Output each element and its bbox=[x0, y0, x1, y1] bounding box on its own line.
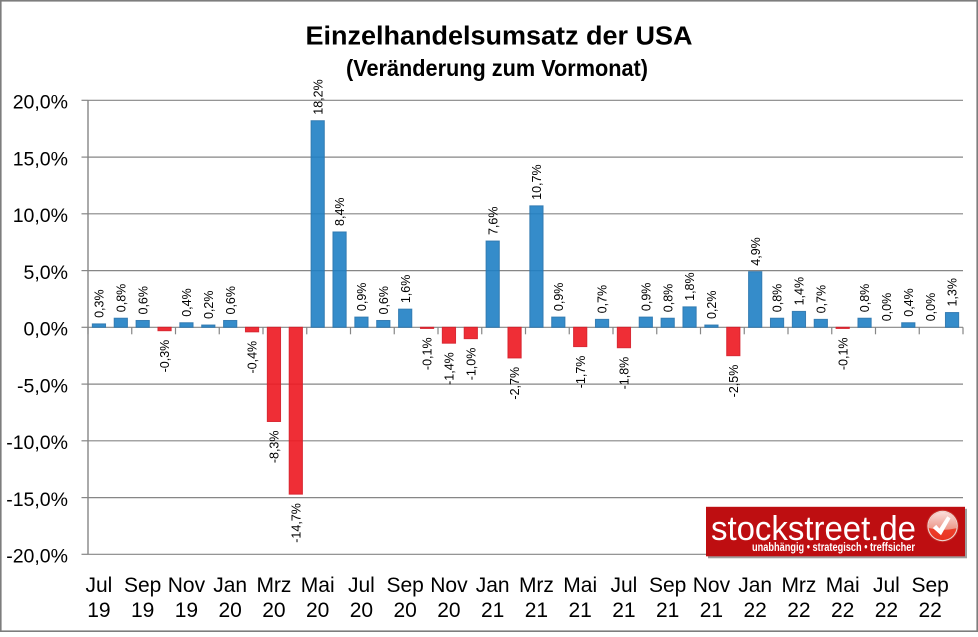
svg-text:21: 21 bbox=[481, 599, 504, 622]
svg-text:22: 22 bbox=[875, 599, 898, 622]
svg-text:Jan: Jan bbox=[738, 574, 772, 597]
svg-text:1,8%: 1,8% bbox=[683, 272, 697, 301]
svg-text:8,4%: 8,4% bbox=[333, 197, 347, 226]
svg-text:1,4%: 1,4% bbox=[793, 277, 807, 306]
svg-text:0,0%: 0,0% bbox=[24, 319, 68, 341]
svg-text:Mrz: Mrz bbox=[519, 574, 554, 597]
svg-text:0,6%: 0,6% bbox=[224, 286, 238, 315]
svg-text:-0,1%: -0,1% bbox=[836, 337, 850, 370]
svg-text:0,9%: 0,9% bbox=[639, 283, 653, 312]
svg-text:21: 21 bbox=[525, 599, 548, 622]
svg-text:0,3%: 0,3% bbox=[93, 289, 107, 318]
svg-text:-8,3%: -8,3% bbox=[268, 431, 282, 464]
svg-text:Jul: Jul bbox=[86, 574, 113, 597]
svg-text:0,8%: 0,8% bbox=[771, 284, 785, 313]
svg-text:22: 22 bbox=[831, 599, 854, 622]
svg-text:21: 21 bbox=[656, 599, 679, 622]
svg-text:Jan: Jan bbox=[213, 574, 247, 597]
svg-text:0,7%: 0,7% bbox=[596, 285, 610, 314]
svg-text:20: 20 bbox=[437, 599, 460, 622]
svg-text:21: 21 bbox=[700, 599, 723, 622]
svg-text:-1,0%: -1,0% bbox=[464, 348, 478, 381]
svg-text:-1,7%: -1,7% bbox=[574, 356, 588, 389]
svg-text:0,8%: 0,8% bbox=[114, 284, 128, 313]
svg-text:Nov: Nov bbox=[693, 574, 731, 597]
svg-text:18,2%: 18,2% bbox=[311, 79, 325, 114]
svg-text:0,0%: 0,0% bbox=[880, 293, 894, 322]
svg-text:0,6%: 0,6% bbox=[377, 286, 391, 315]
svg-text:20: 20 bbox=[262, 599, 285, 622]
svg-text:19: 19 bbox=[175, 599, 198, 622]
svg-text:Jul: Jul bbox=[611, 574, 638, 597]
svg-text:Jul: Jul bbox=[348, 574, 375, 597]
svg-text:Nov: Nov bbox=[430, 574, 468, 597]
svg-text:(Veränderung zum Vormonat): (Veränderung zum Vormonat) bbox=[346, 55, 648, 81]
svg-text:Nov: Nov bbox=[168, 574, 206, 597]
svg-text:0,6%: 0,6% bbox=[136, 286, 150, 315]
svg-text:-15,0%: -15,0% bbox=[6, 489, 68, 511]
svg-text:0,9%: 0,9% bbox=[552, 283, 566, 312]
svg-text:-14,7%: -14,7% bbox=[289, 503, 303, 543]
svg-text:7,6%: 7,6% bbox=[486, 207, 500, 236]
svg-text:20: 20 bbox=[219, 599, 242, 622]
svg-text:-5,0%: -5,0% bbox=[17, 375, 68, 397]
svg-text:20,0%: 20,0% bbox=[13, 92, 68, 114]
svg-text:10,0%: 10,0% bbox=[13, 205, 68, 227]
svg-text:Sep: Sep bbox=[649, 574, 686, 597]
svg-text:0,8%: 0,8% bbox=[858, 284, 872, 313]
svg-text:22: 22 bbox=[744, 599, 767, 622]
svg-text:-0,1%: -0,1% bbox=[421, 337, 435, 370]
svg-text:22: 22 bbox=[787, 599, 810, 622]
svg-text:0,0%: 0,0% bbox=[924, 293, 938, 322]
svg-text:Jul: Jul bbox=[873, 574, 900, 597]
svg-text:4,9%: 4,9% bbox=[749, 237, 763, 266]
svg-text:Sep: Sep bbox=[387, 574, 424, 597]
svg-text:Mai: Mai bbox=[826, 574, 860, 597]
svg-text:19: 19 bbox=[131, 599, 154, 622]
svg-text:1,3%: 1,3% bbox=[946, 278, 960, 307]
svg-text:1,6%: 1,6% bbox=[399, 275, 413, 304]
svg-text:0,7%: 0,7% bbox=[814, 285, 828, 314]
svg-text:0,8%: 0,8% bbox=[661, 284, 675, 313]
svg-text:Mrz: Mrz bbox=[256, 574, 291, 597]
svg-text:-1,4%: -1,4% bbox=[443, 352, 457, 385]
svg-text:21: 21 bbox=[569, 599, 592, 622]
svg-text:unabhängig • strategisch • tre: unabhängig • strategisch • treffsicher bbox=[752, 542, 915, 554]
svg-text:15,0%: 15,0% bbox=[13, 148, 68, 170]
svg-text:-0,3%: -0,3% bbox=[158, 340, 172, 373]
svg-text:-0,4%: -0,4% bbox=[246, 341, 260, 374]
svg-text:-20,0%: -20,0% bbox=[6, 546, 68, 568]
svg-text:5,0%: 5,0% bbox=[24, 262, 68, 284]
svg-text:Einzelhandelsumsatz der USA: Einzelhandelsumsatz der USA bbox=[306, 22, 693, 50]
svg-text:0,4%: 0,4% bbox=[902, 288, 916, 317]
svg-text:20: 20 bbox=[306, 599, 329, 622]
svg-text:22: 22 bbox=[919, 599, 942, 622]
svg-text:19: 19 bbox=[87, 599, 110, 622]
svg-text:-10,0%: -10,0% bbox=[6, 432, 68, 454]
svg-text:Jan: Jan bbox=[476, 574, 510, 597]
svg-text:-1,8%: -1,8% bbox=[618, 357, 632, 390]
svg-text:-2,7%: -2,7% bbox=[508, 367, 522, 400]
svg-text:0,2%: 0,2% bbox=[705, 291, 719, 320]
svg-text:21: 21 bbox=[612, 599, 635, 622]
svg-text:0,4%: 0,4% bbox=[180, 288, 194, 317]
svg-text:-2,5%: -2,5% bbox=[727, 365, 741, 398]
svg-text:20: 20 bbox=[394, 599, 417, 622]
svg-text:Mrz: Mrz bbox=[781, 574, 816, 597]
svg-text:Mai: Mai bbox=[563, 574, 597, 597]
svg-text:Mai: Mai bbox=[301, 574, 335, 597]
svg-text:stockstreet.de: stockstreet.de bbox=[711, 510, 916, 548]
svg-text:10,7%: 10,7% bbox=[530, 164, 544, 199]
svg-text:0,2%: 0,2% bbox=[202, 291, 216, 320]
svg-text:0,9%: 0,9% bbox=[355, 283, 369, 312]
svg-text:20: 20 bbox=[350, 599, 373, 622]
svg-text:Sep: Sep bbox=[912, 574, 949, 597]
svg-text:Sep: Sep bbox=[124, 574, 161, 597]
